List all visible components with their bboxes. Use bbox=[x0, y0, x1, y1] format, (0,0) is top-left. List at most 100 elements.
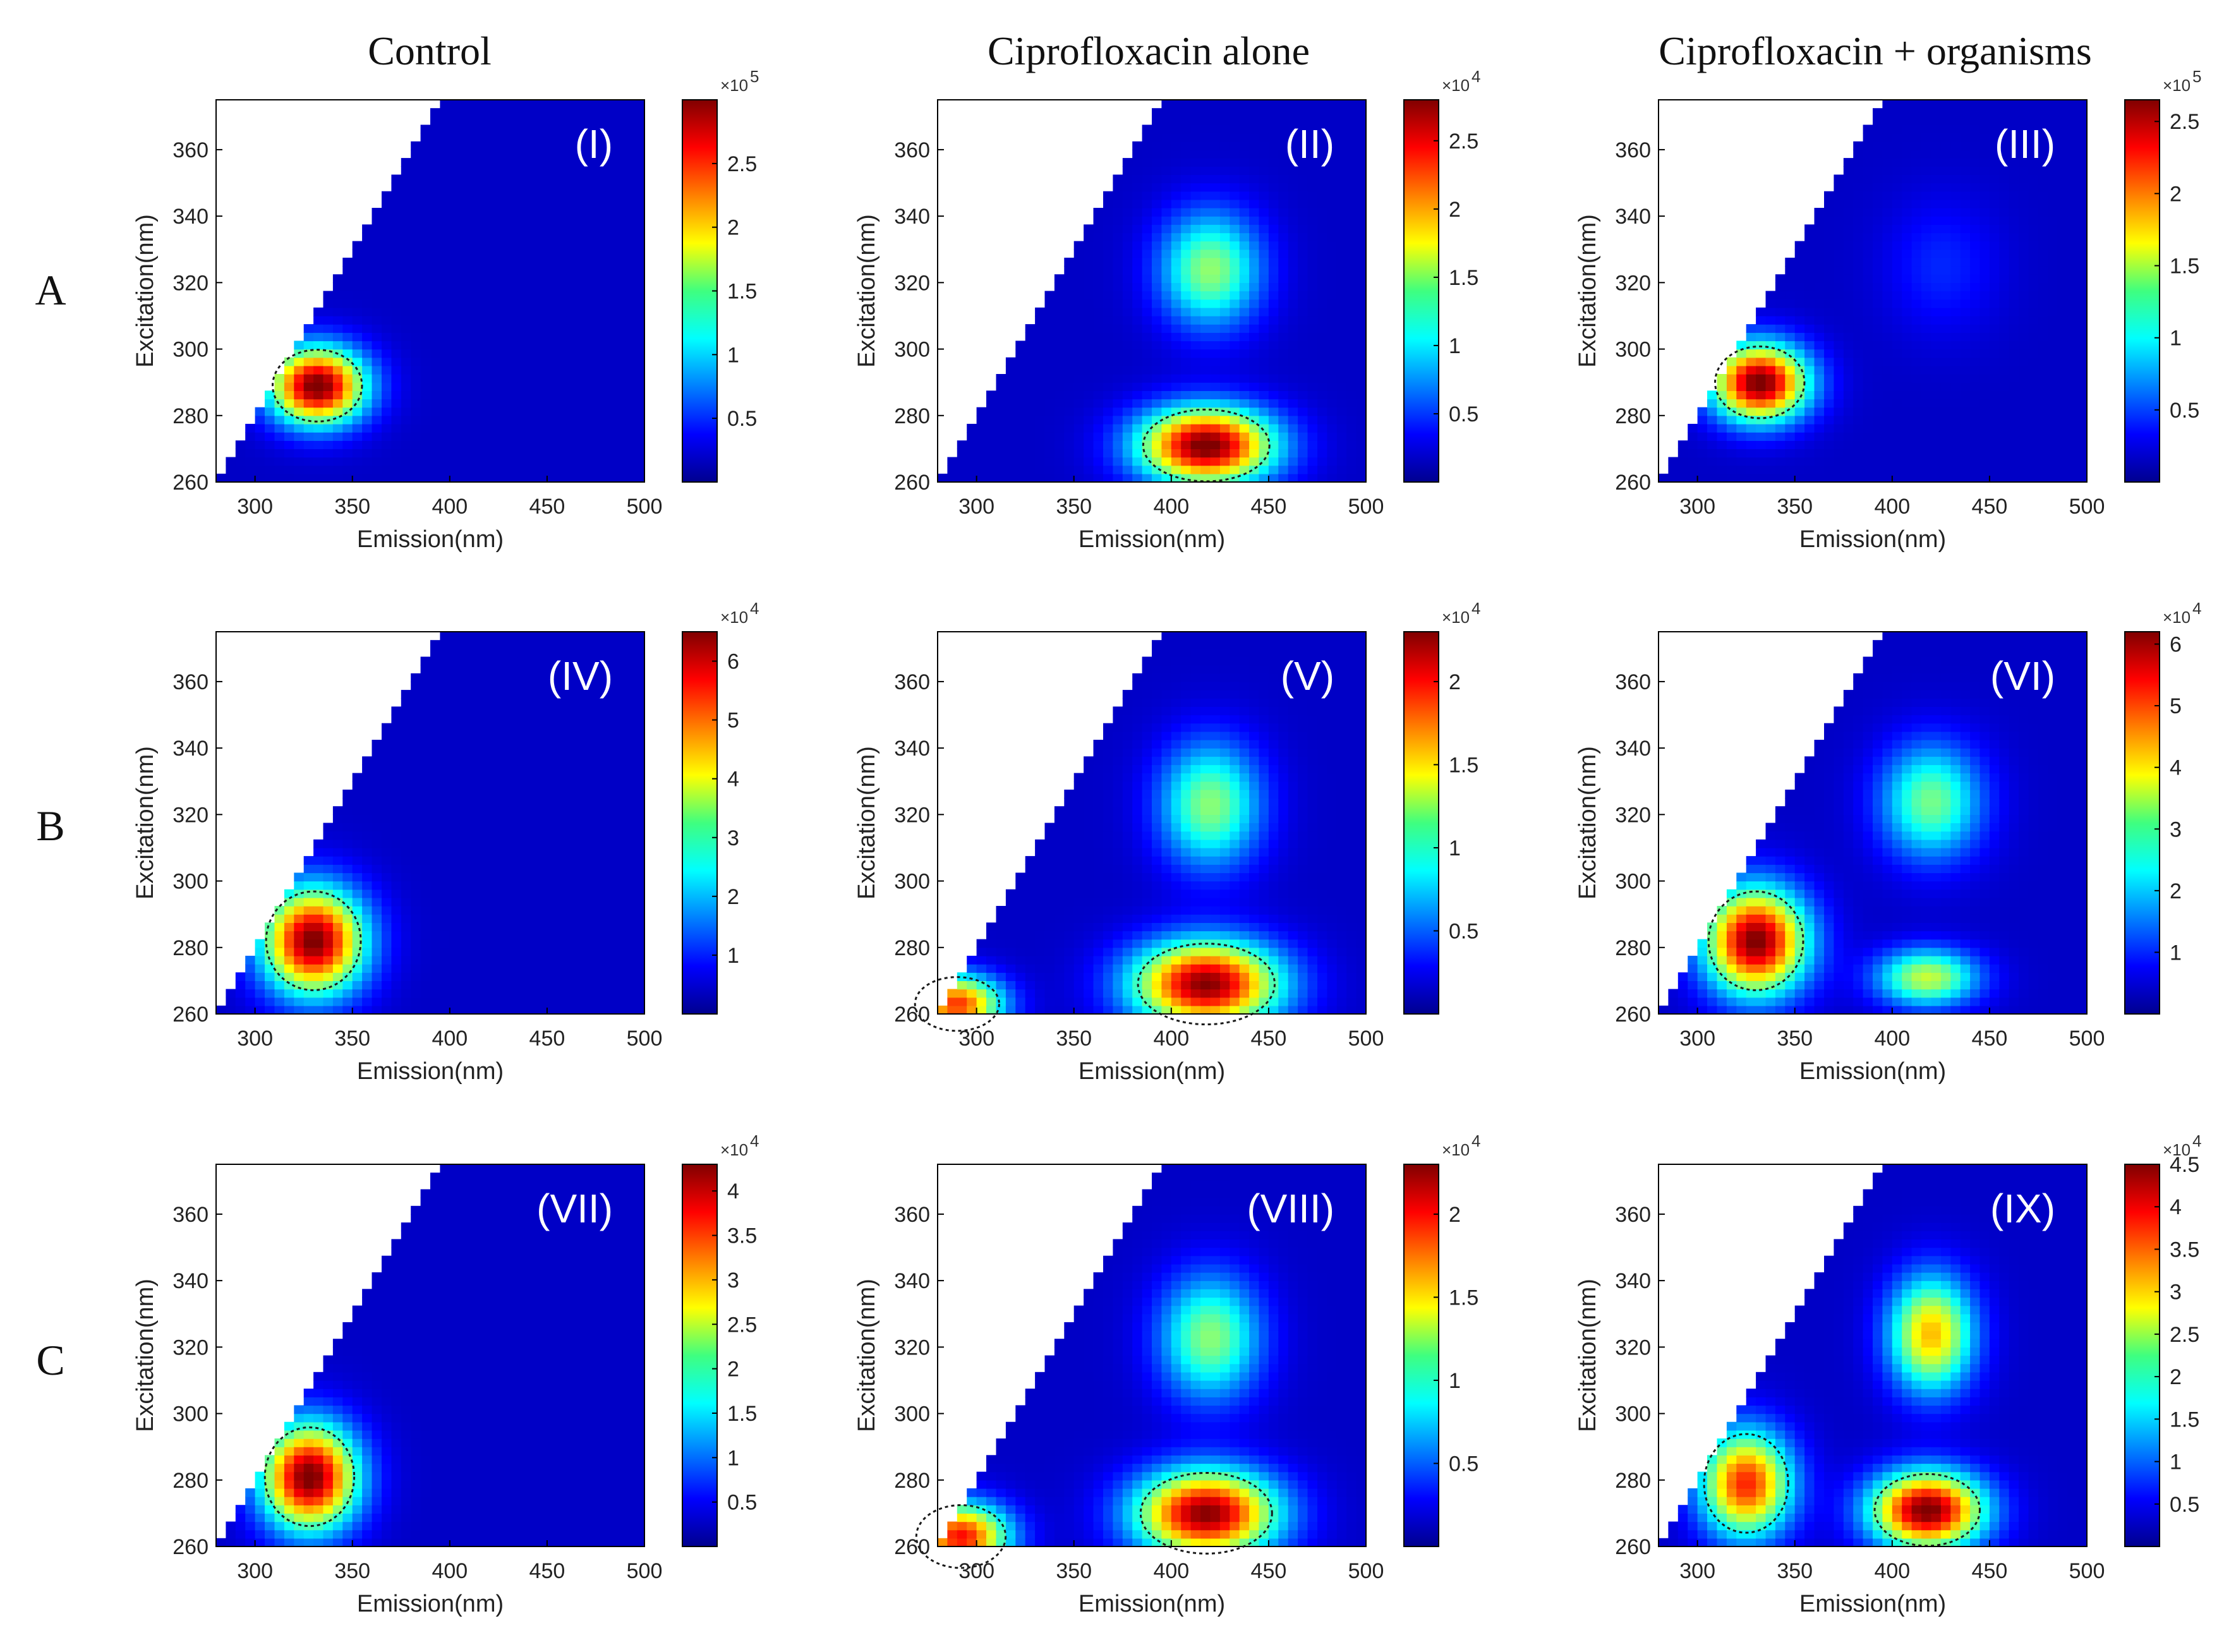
heatmap-cell bbox=[508, 423, 519, 433]
x-tick-label: 400 bbox=[1874, 495, 1910, 519]
heatmap-cell bbox=[1268, 274, 1279, 283]
heatmap-cell bbox=[1288, 266, 1298, 275]
heatmap-cell bbox=[1122, 423, 1133, 433]
heatmap-cell bbox=[1356, 141, 1367, 150]
heatmap-cell bbox=[1824, 257, 1834, 267]
heatmap-cell bbox=[1200, 216, 1211, 225]
heatmap-cell bbox=[1921, 208, 1931, 217]
heatmap-cell bbox=[605, 415, 616, 425]
heatmap-cell bbox=[586, 465, 596, 474]
heatmap-cell bbox=[1307, 208, 1318, 217]
heatmap-cell bbox=[1210, 149, 1221, 159]
heatmap-cell bbox=[479, 374, 489, 383]
heatmap-cell bbox=[1122, 349, 1133, 358]
heatmap-cell bbox=[372, 324, 382, 333]
heatmap-cell bbox=[528, 208, 538, 217]
heatmap-cell bbox=[420, 316, 431, 325]
heatmap-cell bbox=[430, 407, 440, 416]
heatmap-cell bbox=[2019, 390, 2029, 400]
heatmap-cell bbox=[2048, 390, 2058, 400]
heatmap-cell bbox=[1853, 423, 1864, 433]
heatmap-cell bbox=[1093, 449, 1104, 458]
heatmap-cell bbox=[1950, 449, 1961, 458]
heatmap-cell bbox=[1073, 465, 1084, 474]
heatmap-cell bbox=[1152, 108, 1162, 117]
heatmap-cell bbox=[1931, 299, 1942, 308]
heatmap-cell bbox=[1911, 332, 1922, 342]
heatmap-cell bbox=[1892, 224, 1902, 234]
heatmap-cell bbox=[625, 357, 636, 366]
heatmap-cell bbox=[1317, 382, 1327, 391]
heatmap-cell bbox=[1863, 232, 1873, 242]
heatmap-cell bbox=[420, 440, 431, 449]
heatmap-cell bbox=[537, 316, 548, 325]
heatmap-cell bbox=[605, 149, 616, 159]
heatmap-cell bbox=[1142, 133, 1152, 142]
heatmap-cell bbox=[586, 232, 596, 242]
heatmap-cell bbox=[488, 473, 499, 483]
heatmap-cell bbox=[382, 208, 392, 217]
heatmap-cell bbox=[528, 365, 538, 375]
heatmap-cell bbox=[634, 307, 645, 317]
heatmap-cell bbox=[2028, 241, 2039, 250]
heatmap-cell bbox=[1103, 241, 1113, 250]
heatmap-cell bbox=[1882, 407, 1893, 416]
heatmap-cell bbox=[1064, 324, 1075, 333]
heatmap-cell bbox=[459, 390, 470, 400]
heatmap-cell bbox=[1259, 374, 1269, 383]
heatmap-cell bbox=[1005, 374, 1016, 383]
heatmap-cell bbox=[1298, 183, 1308, 192]
heatmap-cell bbox=[1882, 183, 1893, 192]
heatmap-cell bbox=[2009, 232, 2019, 242]
heatmap-cell bbox=[1999, 390, 2010, 400]
heatmap-cell bbox=[1940, 299, 1951, 308]
heatmap-cell bbox=[342, 266, 353, 275]
heatmap-cell bbox=[1219, 382, 1230, 391]
heatmap-cell bbox=[1239, 374, 1250, 383]
heatmap-cell bbox=[1268, 357, 1279, 366]
heatmap-cell bbox=[469, 108, 480, 117]
heatmap-cell bbox=[1219, 324, 1230, 333]
heatmap-cell bbox=[1873, 449, 1883, 458]
heatmap-cell bbox=[1940, 257, 1951, 267]
heatmap-cell bbox=[1073, 307, 1084, 317]
heatmap-cell bbox=[1356, 216, 1367, 225]
heatmap-cell bbox=[1970, 249, 1981, 258]
heatmap-cell bbox=[1336, 191, 1347, 200]
colorbar-tick-label: 1 bbox=[2170, 327, 2182, 351]
heatmap-cell bbox=[1219, 440, 1230, 449]
heatmap-cell bbox=[1103, 473, 1113, 483]
heatmap-cell bbox=[1960, 324, 1971, 333]
heatmap-cell bbox=[1765, 449, 1776, 458]
heatmap-cell bbox=[411, 241, 421, 250]
heatmap-cell bbox=[1073, 282, 1084, 292]
heatmap-cell bbox=[294, 922, 305, 932]
x-axis-label: Emission(nm) bbox=[357, 526, 504, 553]
heatmap-cell bbox=[401, 931, 411, 940]
heatmap-cell bbox=[411, 183, 421, 192]
heatmap-cell bbox=[1824, 232, 1834, 242]
heatmap-cell bbox=[1171, 415, 1181, 425]
heatmap-cell bbox=[1853, 316, 1864, 325]
heatmap-cell bbox=[420, 141, 431, 150]
heatmap-cell bbox=[1775, 457, 1786, 466]
heatmap-cell bbox=[479, 108, 489, 117]
heatmap-cell bbox=[576, 365, 587, 375]
heatmap-cell bbox=[1152, 349, 1162, 358]
heatmap-cell bbox=[1239, 183, 1250, 192]
heatmap-cell bbox=[372, 939, 382, 948]
heatmap-cell bbox=[265, 415, 275, 425]
heatmap-cell bbox=[625, 116, 636, 126]
heatmap-cell bbox=[586, 374, 596, 383]
colorbar-tick-label: 1 bbox=[727, 343, 739, 367]
heatmap-cell bbox=[986, 440, 996, 449]
heatmap-cell bbox=[566, 449, 577, 458]
heatmap-cell bbox=[557, 449, 567, 458]
heatmap-cell bbox=[1882, 332, 1893, 342]
heatmap-cell bbox=[1902, 257, 1913, 267]
heatmap-cell bbox=[1902, 465, 1913, 474]
heatmap-cell bbox=[391, 980, 402, 990]
heatmap-cell bbox=[1902, 100, 1913, 109]
heatmap-1 bbox=[216, 100, 645, 483]
heatmap-cell bbox=[1093, 374, 1104, 383]
